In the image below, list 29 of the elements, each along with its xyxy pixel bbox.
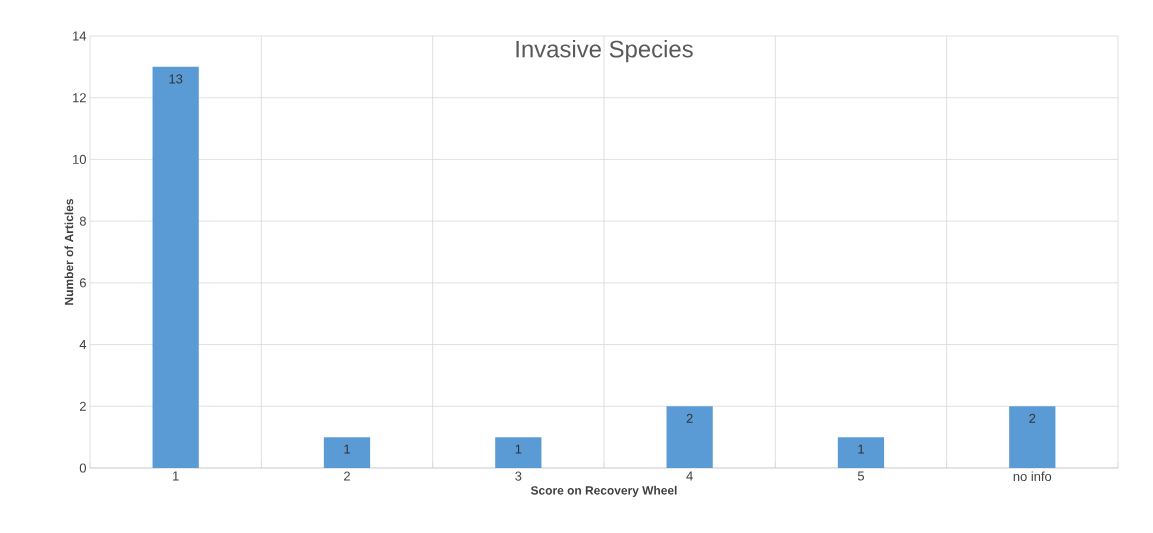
bar bbox=[152, 66, 199, 468]
x-tick-label: no info bbox=[1013, 471, 1052, 482]
x-tick-label: 2 bbox=[344, 471, 350, 481]
data-label: 1 bbox=[344, 444, 350, 454]
chart-title: Invasive Species bbox=[516, 40, 693, 63]
y-tick-label: 14 bbox=[73, 31, 87, 41]
y-axis-title: Number of Articles bbox=[64, 199, 74, 305]
y-tick-label: 0 bbox=[79, 463, 86, 473]
y-tick-label: 2 bbox=[79, 401, 86, 411]
bar bbox=[323, 437, 371, 468]
y-tick-label: 12 bbox=[73, 93, 86, 103]
x-tick-label: 4 bbox=[686, 471, 693, 481]
y-tick-label: 4 bbox=[79, 340, 87, 350]
bar bbox=[837, 437, 885, 468]
bar bbox=[666, 406, 713, 468]
bar bbox=[1009, 406, 1056, 468]
data-label: 2 bbox=[686, 413, 693, 423]
x-axis-title: Score on Recovery Wheel bbox=[530, 485, 677, 497]
x-tick-label: 5 bbox=[857, 471, 865, 481]
x-tick-label: 1 bbox=[173, 471, 179, 481]
y-tick-label: 6 bbox=[79, 278, 86, 288]
data-label: 13 bbox=[169, 74, 183, 84]
data-label: 1 bbox=[858, 444, 864, 454]
data-label: 1 bbox=[515, 444, 522, 454]
y-tick-label: 8 bbox=[79, 216, 86, 226]
y-tick-label: 10 bbox=[73, 154, 86, 164]
x-tick-label: 3 bbox=[515, 471, 522, 481]
bar bbox=[495, 437, 542, 468]
data-label: 2 bbox=[1029, 413, 1036, 423]
